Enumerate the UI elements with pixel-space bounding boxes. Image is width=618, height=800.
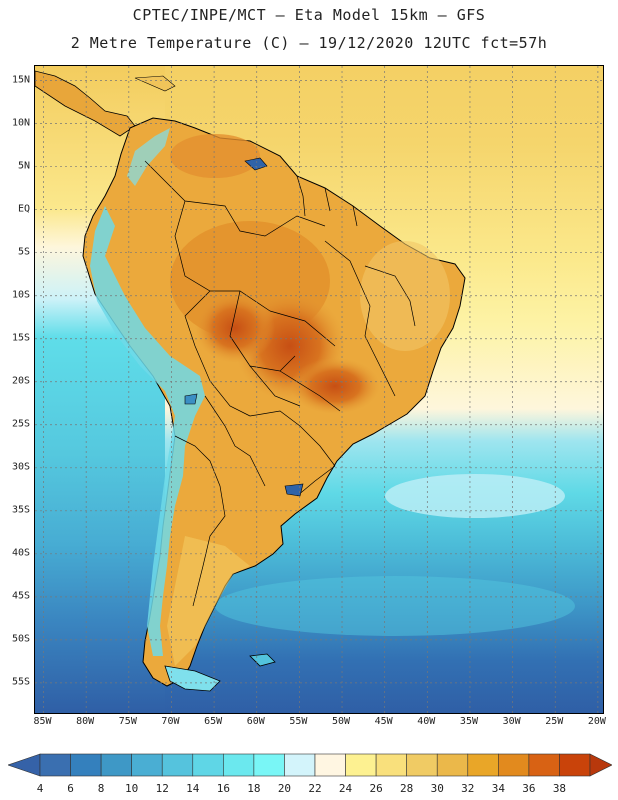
lon-label-50w: 50W	[331, 716, 351, 727]
colorbar-label: 6	[67, 782, 74, 795]
colorbar-label: 10	[125, 782, 139, 795]
lat-label-eq: EQ	[17, 203, 30, 215]
lat-label-50s: 50S	[11, 633, 30, 645]
colorbar-swatch	[375, 753, 407, 777]
lon-label-70w: 70W	[161, 716, 180, 727]
colorbar-label: 36	[522, 782, 536, 795]
lon-label-40w: 40W	[417, 716, 436, 727]
colorbar-label: 16	[216, 782, 230, 795]
colorbar-label: 30	[430, 782, 444, 795]
lon-label-65w: 65W	[204, 716, 223, 727]
colorbar-high-arrow	[589, 753, 612, 777]
colorbar-swatch	[223, 753, 255, 777]
colorbar-swatch	[284, 753, 316, 777]
lon-label-60w: 60W	[246, 716, 265, 727]
colorbar-label: 14	[186, 782, 200, 795]
colorbar-label: 28	[400, 782, 414, 795]
colorbar-label: 12	[155, 782, 169, 795]
colorbar-swatch	[253, 753, 285, 777]
temperature-map	[34, 65, 604, 714]
colorbar-label: 26	[369, 782, 383, 795]
colorbar-swatch	[39, 753, 71, 777]
colorbar-swatch	[345, 753, 377, 777]
colorbar-swatch	[467, 753, 499, 777]
colorbar-swatch	[100, 753, 132, 777]
map-canvas	[35, 66, 603, 713]
lon-label-85w: 85W	[33, 716, 52, 727]
country-borders	[144, 160, 416, 607]
colorbar-swatch	[528, 753, 560, 777]
colorbar-swatch	[131, 753, 163, 777]
colorbar-swatch	[498, 753, 530, 777]
lat-label-20s: 20S	[11, 375, 30, 387]
colorbar-label: 32	[461, 782, 475, 795]
lat-label-40s: 40S	[11, 547, 30, 559]
lon-label-25w: 25W	[545, 716, 564, 727]
lat-label-5n: 5N	[17, 160, 30, 172]
colorbar-label: 8	[97, 782, 105, 795]
colorbar-label: 18	[247, 782, 261, 795]
lat-label-25s: 25S	[11, 418, 30, 430]
colorbar-label: 4	[36, 782, 44, 795]
lon-label-35w: 35W	[459, 716, 478, 727]
colorbar-label: 38	[552, 782, 567, 795]
chart-title-line2: 2 Metre Temperature (C) – 19/12/2020 12U…	[70, 34, 548, 52]
lat-label-55s: 55S	[11, 676, 30, 688]
lon-label-20w: 20W	[587, 716, 606, 727]
lon-label-45w: 45W	[374, 716, 393, 727]
colorbar-swatch	[192, 753, 224, 777]
colorbar-label: 22	[308, 782, 322, 795]
colorbar-low-arrow	[8, 753, 41, 777]
lat-label-45s: 45S	[11, 590, 30, 602]
lat-label-15n: 15N	[11, 74, 30, 86]
lon-label-80w: 80W	[76, 716, 95, 727]
colorbar-swatch	[70, 753, 102, 777]
lat-label-30s: 30S	[11, 461, 30, 473]
colorbar-label: 20	[277, 782, 292, 795]
lat-label-10n: 10N	[11, 117, 30, 129]
lat-label-10s: 10S	[11, 289, 30, 301]
lon-label-55w: 55W	[289, 716, 308, 727]
chart-title-line1: CPTEC/INPE/MCT – Eta Model 15km – GFS	[132, 6, 486, 24]
lat-label-5s: 5S	[17, 246, 30, 258]
lon-label-30w: 30W	[502, 716, 521, 727]
colorbar-label: 34	[491, 782, 505, 795]
colorbar	[8, 753, 612, 777]
andes-cold-band	[90, 206, 205, 656]
colorbar-swatch	[559, 753, 591, 777]
colorbar-swatch	[436, 753, 469, 777]
lat-label-15s: 15S	[11, 332, 30, 344]
colorbar-swatch	[406, 753, 438, 777]
colorbar-swatch	[314, 753, 346, 777]
colorbar-swatch	[161, 753, 194, 777]
lat-label-35s: 35S	[11, 504, 30, 516]
central-america-land	[35, 70, 136, 137]
lon-label-75w: 75W	[118, 716, 137, 727]
colorbar-label: 24	[338, 782, 353, 795]
